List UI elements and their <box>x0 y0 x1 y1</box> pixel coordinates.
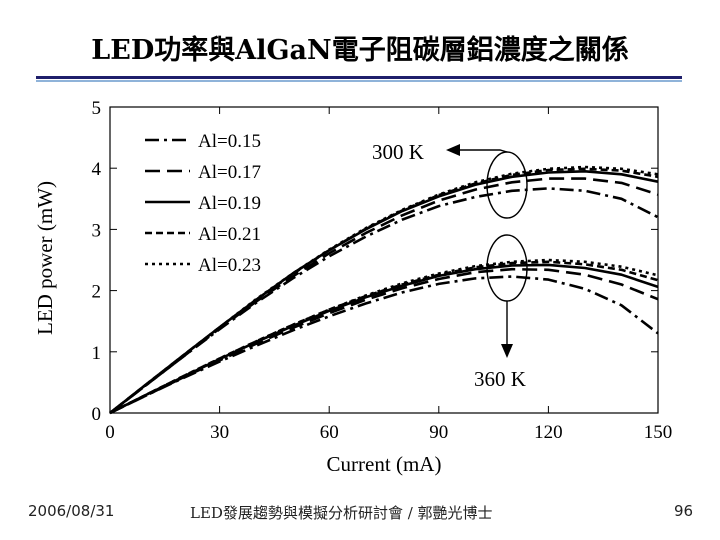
y-tick-label: 1 <box>92 343 102 364</box>
y-tick-label: 2 <box>92 282 102 303</box>
x-tick-label: 60 <box>320 422 339 443</box>
series-line-360k-shortdash <box>109 260 659 415</box>
series-line-360k-dotted <box>109 258 659 415</box>
annotation-arrow-300k <box>456 149 508 153</box>
series-line-300k-dashdot <box>109 187 659 415</box>
legend-label: Al=0.23 <box>198 255 261 276</box>
legend-label: Al=0.21 <box>198 224 261 245</box>
legend-label: Al=0.17 <box>198 162 261 183</box>
annotation-label-300k: 300 K <box>372 140 424 164</box>
x-tick-label: 150 <box>644 422 673 443</box>
y-tick-label: 4 <box>92 159 102 180</box>
legend-label: Al=0.19 <box>198 193 261 214</box>
arrow-head-300k <box>446 144 460 156</box>
x-tick-label: 90 <box>429 422 448 443</box>
arrow-head-360k <box>501 344 513 358</box>
y-tick-label: 0 <box>92 404 102 425</box>
footer-date: 2006/08/31 <box>28 502 115 520</box>
y-tick-label: 5 <box>92 98 102 119</box>
legend-label: Al=0.15 <box>198 131 261 152</box>
x-tick-label: 30 <box>210 422 229 443</box>
annotation-label-360k: 360 K <box>474 367 526 391</box>
plot-frame <box>109 106 659 414</box>
x-tick-label: 120 <box>534 422 563 443</box>
y-tick-label: 3 <box>92 220 102 241</box>
series-line-300k-dotted <box>109 165 659 415</box>
title-rule-light <box>36 80 682 82</box>
x-tick-label: 0 <box>105 422 115 443</box>
series-line-360k-dashdot <box>109 275 659 415</box>
footer-event: LED發展趨勢與模擬分析研討會 / 郭艷光博士 <box>190 504 493 522</box>
x-axis-label: Current (mA) <box>327 452 442 476</box>
slide-title: LED功率與AlGaN電子阻碳層鋁濃度之關係 <box>91 35 629 66</box>
series-line-300k-longdash <box>109 177 659 415</box>
y-axis-label: LED power (mW) <box>33 181 57 335</box>
page-number: 96 <box>674 502 694 520</box>
title-rule-dark <box>36 76 682 79</box>
